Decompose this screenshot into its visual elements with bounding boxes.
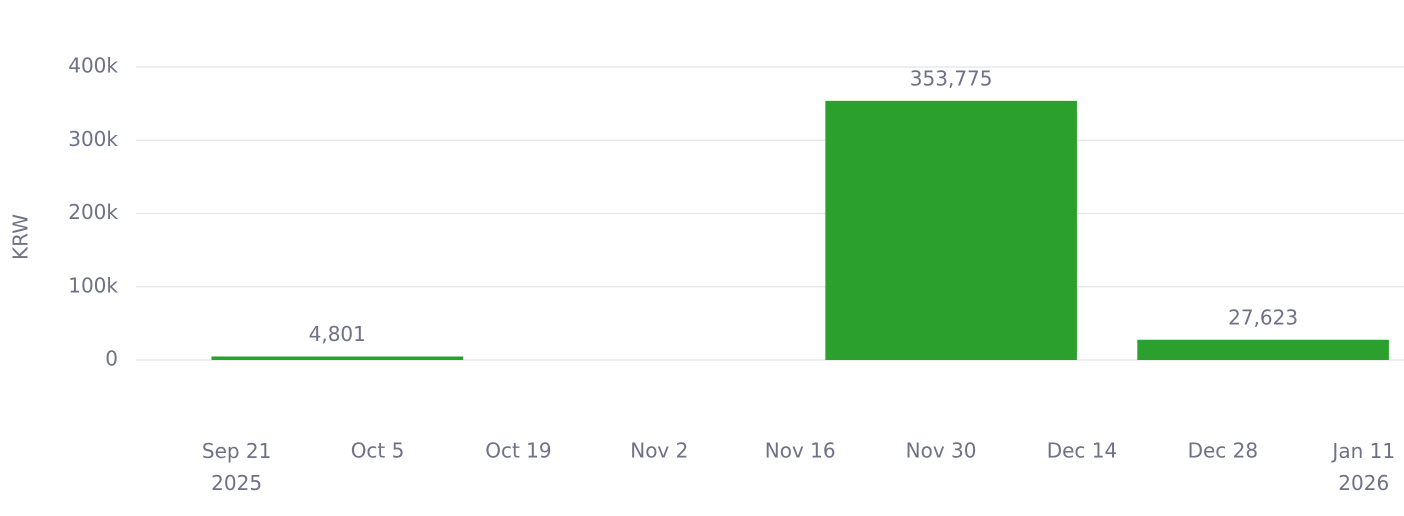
y-tick-label: 100k bbox=[68, 273, 118, 297]
x-tick-label: Sep 21 2025 bbox=[202, 439, 272, 495]
bar bbox=[211, 356, 464, 360]
y-axis-label: KRW bbox=[9, 214, 33, 260]
x-tick-label: Jan 11 2026 bbox=[1330, 439, 1395, 495]
bar bbox=[825, 100, 1077, 361]
x-tick-label: Oct 5 bbox=[351, 439, 405, 463]
bar bbox=[1137, 339, 1389, 360]
x-tick-label: Oct 19 bbox=[485, 439, 551, 463]
value-label: 27,623 bbox=[1228, 305, 1298, 329]
y-tick-label: 0 bbox=[105, 347, 118, 371]
x-tick-label: Nov 16 bbox=[765, 439, 836, 463]
x-tick-label: Nov 2 bbox=[630, 439, 688, 463]
x-tick-label: Dec 28 bbox=[1188, 439, 1259, 463]
x-tick-label: Dec 14 bbox=[1047, 439, 1118, 463]
y-tick-label: 300k bbox=[68, 127, 118, 151]
x-tick-label: Nov 30 bbox=[906, 439, 977, 463]
y-tick-label: 400k bbox=[68, 54, 118, 78]
value-label: 4,801 bbox=[309, 322, 366, 346]
y-tick-label: 200k bbox=[68, 200, 118, 224]
value-label: 353,775 bbox=[910, 66, 993, 90]
